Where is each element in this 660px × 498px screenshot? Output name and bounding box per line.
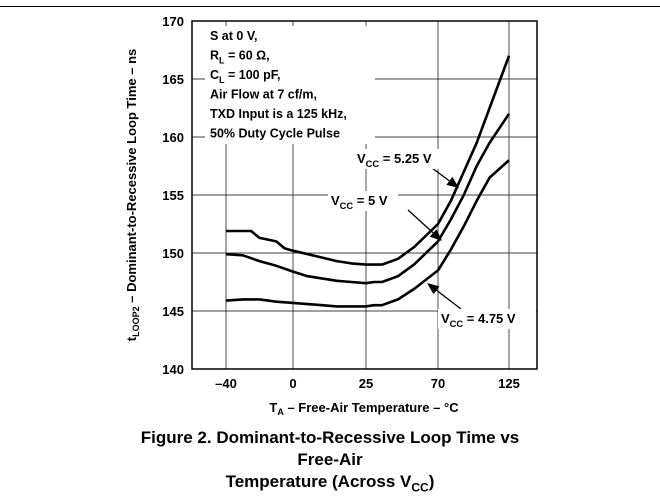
series-label-leader [436,289,462,310]
caption-line-2: Temperature (Across VCC) [225,472,435,495]
condition-line: S at 0 V, [210,29,258,43]
plot-frame [191,20,538,370]
top-rule [0,6,660,7]
figure-caption: Figure 2. Dominant-to-Recessive Loop Tim… [120,427,540,498]
series-label-leader [407,209,434,234]
x-axis-title: TA – Free-Air Temperature – °C [269,400,459,417]
y-tick-label: 150 [162,246,184,261]
caption-line-1: Figure 2. Dominant-to-Recessive Loop Tim… [140,428,520,469]
y-tick-label: 140 [162,362,184,377]
series-label-background [328,191,398,211]
series-label-arrowhead [427,283,440,295]
y-tick-label: 165 [162,72,184,87]
y-tick-label: 155 [162,188,184,203]
x-tick-label: –40 [215,376,237,391]
x-tick-label: 0 [289,376,296,391]
condition-line: Air Flow at 7 cf/m, [210,88,317,102]
x-tick-label: 70 [431,376,445,391]
y-tick-label: 145 [162,304,184,319]
series-labels: VCC = 5.25 V VCC = 5 V VCC = 4.75 V [328,149,536,329]
series-label-background [354,149,449,169]
series-lines [225,55,511,308]
series-line [226,55,511,266]
series-label-background [438,309,536,329]
y-axis-title: tLOOP2 – Dominant-to-Recessive Loop Time… [124,49,141,342]
series-label-arrowhead [429,229,442,241]
condition-line: TXD Input is a 125 kHz, [210,107,347,121]
series-label-leader [431,167,450,182]
test-conditions: S at 0 V, RL = 60 Ω, CL = 100 pF, Air Flow … [205,26,375,144]
condition-line: CL = 100 pF, [210,68,280,85]
series-label: VCC = 4.75 V [441,311,516,329]
x-tick-label: 25 [359,376,373,391]
loop-time-chart: –40 0 25 70 125 140 145 150 155 160 165 170 VCC = 5… [124,14,538,417]
series-line [225,113,511,285]
y-tick-label: 170 [162,14,184,29]
axis-ticks: –40 0 25 70 125 140 145 150 155 160 165 170 [162,14,520,391]
series-line [225,159,510,308]
y-tick-label: 160 [162,130,184,145]
series-label: VCC = 5.25 V [357,151,432,169]
series-label-arrowhead [446,176,459,188]
series-label: VCC = 5 V [331,193,388,211]
condition-line: RL = 60 Ω, [210,49,270,66]
condition-line: 50% Duty Cycle Pulse [210,127,340,141]
conditions-background [205,26,375,144]
x-tick-label: 125 [498,376,520,391]
